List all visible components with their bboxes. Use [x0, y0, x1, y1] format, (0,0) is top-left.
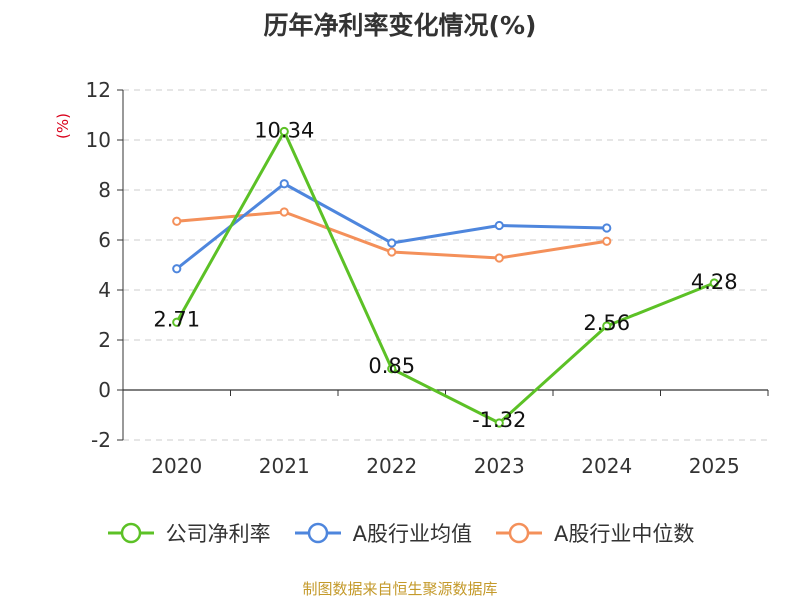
data-point	[387, 247, 397, 257]
data-point	[494, 418, 504, 428]
grid-lines	[123, 89, 768, 441]
legend-line-icon	[496, 522, 542, 544]
x-tick-label: 2025	[689, 454, 740, 478]
x-tick-label: 2020	[151, 454, 202, 478]
data-labels: 2.71 10.34 0.85 -1.32 2.56 4.28	[153, 119, 737, 433]
legend-line-icon	[107, 522, 154, 544]
data-point	[494, 220, 504, 231]
data-label: -1.32	[472, 408, 526, 432]
y-tick-label: 10	[86, 128, 111, 152]
data-label: 0.85	[368, 354, 415, 378]
series-line	[175, 130, 715, 425]
data-label: 4.28	[691, 270, 738, 294]
data-point	[279, 207, 289, 217]
data-point	[602, 223, 612, 233]
legend: 公司净利率 A股行业均值 A股行业中位数	[0, 518, 800, 548]
y-tick-label: 0	[98, 378, 111, 402]
legend-marker	[307, 522, 328, 544]
legend-line-icon	[294, 522, 341, 544]
axes: -2 0 2 4 6 8 10 12 2020 2021 2022 2023 2024 2025	[86, 78, 769, 478]
data-point	[279, 126, 289, 137]
series	[172, 126, 719, 428]
chart-title: 历年净利率变化情况(%)	[263, 11, 537, 40]
y-tick-label: 12	[86, 78, 111, 102]
data-point	[602, 321, 612, 331]
x-tick-label: 2022	[366, 454, 417, 478]
data-point	[172, 264, 182, 274]
data-point	[387, 364, 397, 374]
legend-item[interactable]: A股行业中位数	[494, 518, 694, 548]
x-tick-label: 2021	[259, 454, 310, 478]
y-tick-label: 2	[98, 328, 111, 352]
y-tick-label: -2	[91, 428, 111, 452]
data-point	[602, 236, 612, 246]
legend-item[interactable]: A股行业均值	[293, 518, 472, 548]
data-point	[709, 278, 719, 288]
legend-marker	[508, 522, 530, 544]
data-point	[494, 253, 504, 263]
y-tick-label: 6	[98, 228, 111, 252]
y-tick-label: 8	[98, 178, 111, 202]
legend-item[interactable]: 公司净利率	[106, 518, 271, 548]
legend-label: A股行业中位数	[554, 522, 695, 546]
data-point	[172, 216, 182, 226]
legend-marker	[120, 522, 141, 544]
data-label: 10.34	[254, 119, 314, 143]
source-note: 制图数据来自恒生聚源数据库	[302, 580, 498, 598]
y-tick-label: 4	[98, 278, 111, 302]
legend-label: A股行业均值	[352, 522, 472, 546]
x-tick-label: 2023	[474, 454, 525, 478]
data-point	[387, 238, 397, 248]
data-label: 2.71	[153, 307, 200, 331]
x-tick-label: 2024	[581, 454, 632, 478]
legend-label: 公司净利率	[165, 522, 271, 546]
data-point	[172, 317, 182, 327]
data-point	[279, 179, 289, 189]
y-axis-label: (%)	[54, 113, 72, 139]
data-label: 2.56	[583, 311, 630, 335]
